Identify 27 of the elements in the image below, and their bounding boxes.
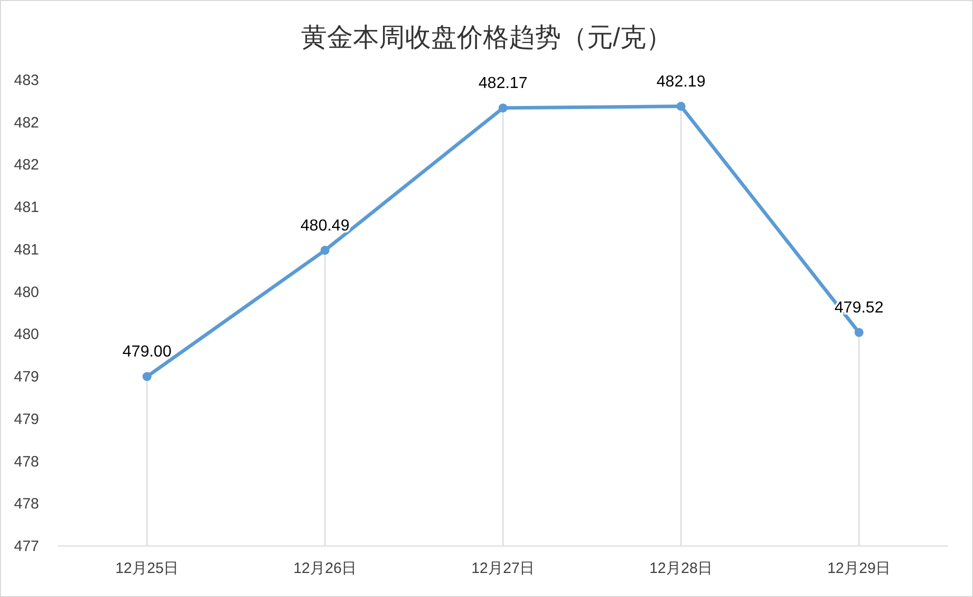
point xyxy=(854,328,864,337)
y-tick-label: 479 xyxy=(14,368,40,386)
text: 480.49 xyxy=(300,217,350,234)
y-tick-label: 480 xyxy=(14,326,40,344)
point xyxy=(320,246,330,255)
x-tick-label: 12月28日 xyxy=(649,560,713,577)
y-tick-label: 481 xyxy=(14,199,40,216)
x-tick-label: 12月27日 xyxy=(471,560,535,577)
point xyxy=(676,102,686,111)
text: 482.17 xyxy=(478,74,528,92)
x-tick-label: 12月29日 xyxy=(827,560,891,577)
y-tick-label: 482 xyxy=(14,156,40,174)
point xyxy=(142,372,152,382)
y-tick-label: 477 xyxy=(14,538,40,555)
y-tick-label: 480 xyxy=(14,284,40,301)
y-tick-label: 478 xyxy=(14,496,40,513)
y-tick-label: 482 xyxy=(14,114,40,132)
text: 479.00 xyxy=(122,344,172,361)
text: 482.19 xyxy=(656,73,706,90)
point xyxy=(498,103,508,112)
chart-title: 黄金本周收盘价格趋势（元/克） xyxy=(300,22,672,52)
y-tick-label: 481 xyxy=(14,241,40,258)
y-tick-label: 483 xyxy=(14,72,40,89)
y-tick-label: 479 xyxy=(14,410,40,428)
x-tick-label: 12月26日 xyxy=(293,560,357,577)
y-tick-label: 478 xyxy=(14,453,40,470)
x-tick-label: 12月25日 xyxy=(115,560,179,577)
